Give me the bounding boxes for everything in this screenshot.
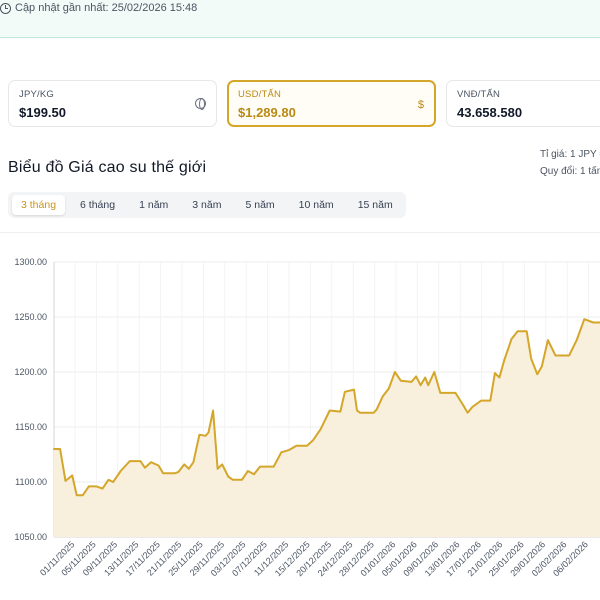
divider xyxy=(0,232,600,233)
y-tick-label: 1150.00 xyxy=(15,422,47,432)
card-value: $1,289.80 xyxy=(238,105,296,120)
y-tick-label: 1200.00 xyxy=(14,367,47,377)
last-updated: Cập nhật gần nhất: 25/02/2026 15:48 xyxy=(0,0,197,16)
card-vnd-tan[interactable]: VNĐ/TẤN 43.658.580 xyxy=(446,80,600,127)
card-value: 43.658.580 xyxy=(457,105,523,120)
chart-title: Biểu đồ Giá cao su thế giới xyxy=(8,159,207,176)
exchange-rate-note: Tỉ giá: 1 JPY = xyxy=(540,149,600,160)
clock-icon xyxy=(0,2,11,14)
y-tick-label: 1100.00 xyxy=(15,477,47,487)
price-line xyxy=(53,318,600,497)
price-area xyxy=(54,319,600,537)
range-tab-3-months[interactable]: 3 tháng xyxy=(12,195,66,215)
globe-icon xyxy=(195,98,206,110)
dollar-icon: $ xyxy=(417,99,424,111)
y-tick-label: 1050.00 xyxy=(14,532,47,542)
y-tick-label: 1250.00 xyxy=(14,312,47,322)
card-value: $199.50 xyxy=(19,105,66,120)
range-tab-6-months[interactable]: 6 tháng xyxy=(80,199,116,211)
y-tick-label: 1300.00 xyxy=(14,257,47,267)
card-jpy-kg[interactable]: JPY/KG $199.50 xyxy=(8,80,217,127)
conversion-note: Quy đổi: 1 tấn xyxy=(540,166,600,177)
card-label: USD/TẤN xyxy=(238,89,282,100)
price-chart[interactable]: 1300.00 1250.00 1200.00 1150.00 1100.00 1050.… xyxy=(0,240,600,600)
card-label: VNĐ/TẤN xyxy=(457,89,501,100)
range-tab-1-year[interactable]: 1 năm xyxy=(139,199,169,211)
last-updated-text: Cập nhật gần nhất: 25/02/2026 15:48 xyxy=(15,2,198,14)
card-label: JPY/KG xyxy=(19,89,54,100)
range-tab-10-years[interactable]: 10 năm xyxy=(298,199,334,211)
range-tab-5-years[interactable]: 5 năm xyxy=(245,199,275,211)
range-tabs: 3 tháng 6 tháng 1 năm 3 năm 5 năm 10 năm… xyxy=(8,192,406,218)
top-banner xyxy=(0,0,600,38)
range-tab-3-years[interactable]: 3 năm xyxy=(192,199,222,211)
range-tab-15-years[interactable]: 15 năm xyxy=(357,199,393,211)
card-usd-tan[interactable]: USD/TẤN $1,289.80 $ xyxy=(227,80,436,127)
